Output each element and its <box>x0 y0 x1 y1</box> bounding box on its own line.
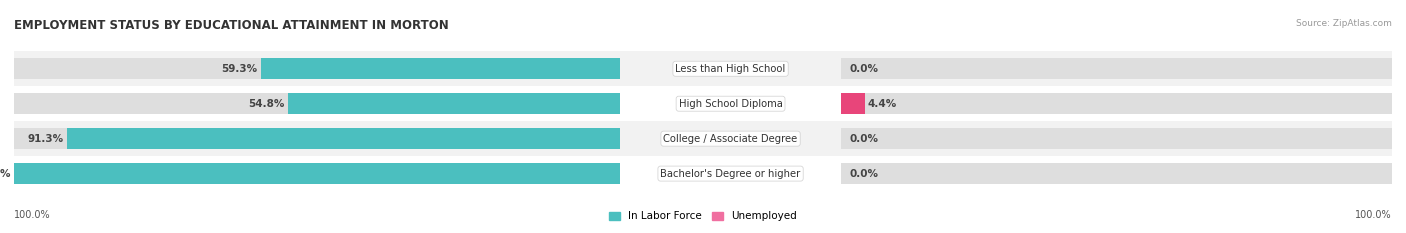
Text: 4.4%: 4.4% <box>868 99 897 109</box>
Text: Source: ZipAtlas.com: Source: ZipAtlas.com <box>1296 19 1392 28</box>
Bar <box>14 51 620 86</box>
Bar <box>14 163 620 184</box>
Text: 0.0%: 0.0% <box>849 169 879 178</box>
Text: 100.0%: 100.0% <box>0 169 11 178</box>
Text: Bachelor's Degree or higher: Bachelor's Degree or higher <box>661 169 800 178</box>
Bar <box>260 58 620 79</box>
Text: 59.3%: 59.3% <box>222 64 257 74</box>
Text: College / Associate Degree: College / Associate Degree <box>664 134 797 144</box>
Text: 0.0%: 0.0% <box>849 134 879 144</box>
Bar <box>14 93 620 114</box>
Bar <box>841 58 1392 79</box>
Bar <box>14 86 620 121</box>
Bar <box>14 121 620 156</box>
Bar <box>841 51 1392 86</box>
Text: Less than High School: Less than High School <box>675 64 786 74</box>
Bar <box>841 128 1392 149</box>
Text: 100.0%: 100.0% <box>1355 210 1392 220</box>
Bar <box>620 121 841 156</box>
Bar <box>841 121 1392 156</box>
Text: 54.8%: 54.8% <box>249 99 285 109</box>
Bar <box>620 156 841 191</box>
Bar <box>841 86 1392 121</box>
Bar <box>288 93 620 114</box>
Bar <box>14 156 620 191</box>
Bar <box>841 93 865 114</box>
Text: 100.0%: 100.0% <box>14 210 51 220</box>
Bar <box>620 51 841 86</box>
Bar <box>14 128 620 149</box>
Text: High School Diploma: High School Diploma <box>679 99 783 109</box>
Bar <box>841 163 1392 184</box>
Bar <box>67 128 620 149</box>
Bar <box>841 156 1392 191</box>
Bar <box>620 86 841 121</box>
Text: 0.0%: 0.0% <box>849 64 879 74</box>
Text: EMPLOYMENT STATUS BY EDUCATIONAL ATTAINMENT IN MORTON: EMPLOYMENT STATUS BY EDUCATIONAL ATTAINM… <box>14 19 449 32</box>
Bar <box>14 58 620 79</box>
Bar <box>14 163 620 184</box>
Bar <box>841 93 1392 114</box>
Legend: In Labor Force, Unemployed: In Labor Force, Unemployed <box>605 207 801 226</box>
Text: 91.3%: 91.3% <box>28 134 63 144</box>
